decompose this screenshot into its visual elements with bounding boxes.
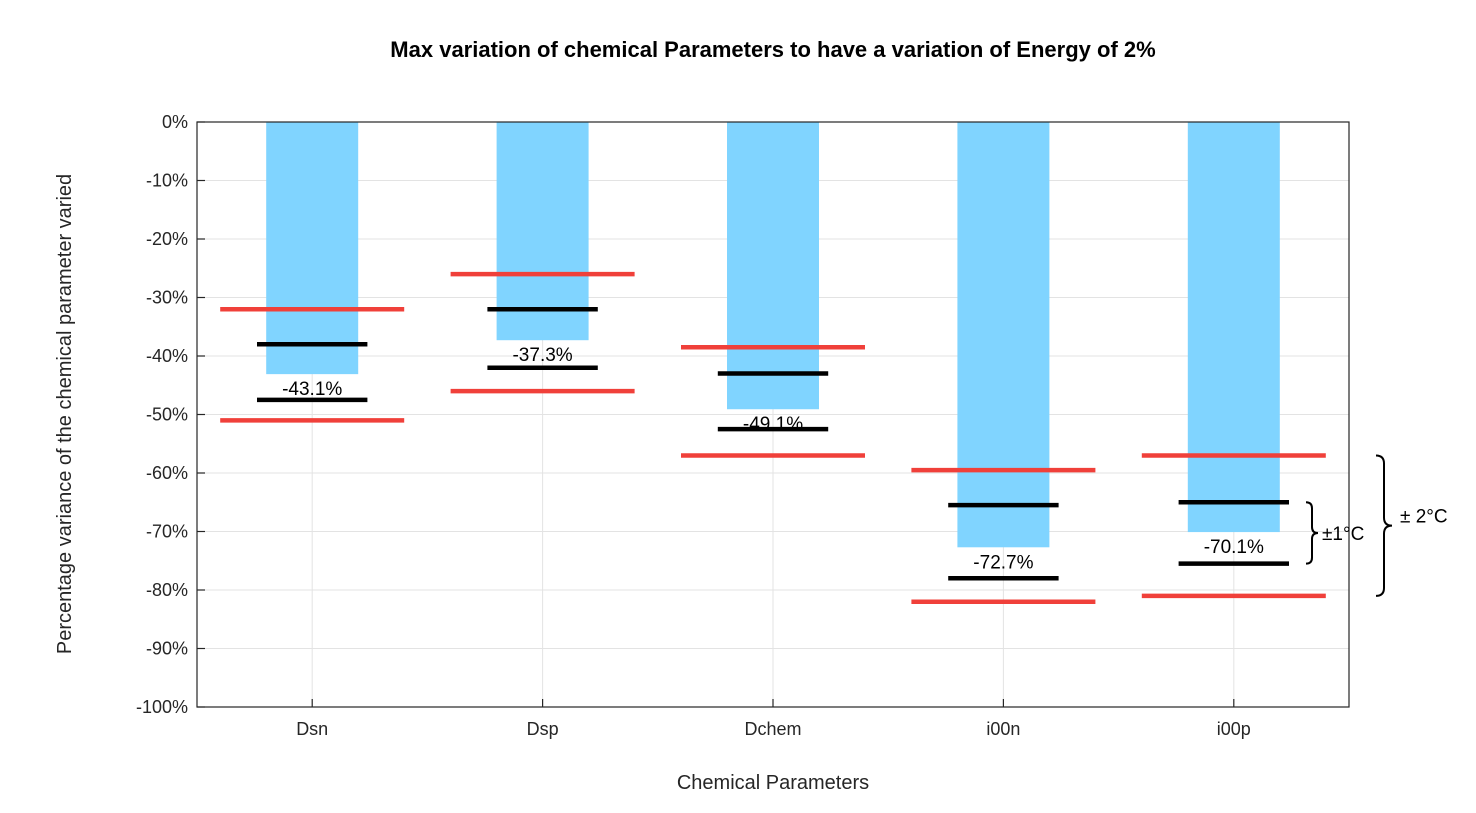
y-tick-label: -50% [146, 405, 188, 425]
bars [266, 122, 1280, 548]
axes: 0% -10% -20% -30% -40% -50% -60% -70% -80% -90% -1… [136, 112, 1350, 739]
chart-title: Max variation of chemical Parameters to … [390, 37, 1155, 62]
bar-dchem [727, 122, 819, 410]
bar-dsn [266, 122, 359, 375]
bar-i00n [957, 122, 1050, 548]
x-tick-label: Dchem [744, 719, 801, 739]
x-tick-label: Dsp [527, 719, 559, 739]
x-tick-label: i00p [1217, 719, 1251, 739]
y-axis-label: Percentage variance of the chemical para… [54, 174, 76, 654]
annotation-braces: ±1°C ± 2°C [1305, 454, 1448, 597]
data-label-i00p: -70.1% [1204, 537, 1264, 558]
value-labels: -43.1% -37.3% -49.1% -72.7% -70.1% [282, 345, 1264, 573]
data-label-dchem: -49.1% [743, 414, 803, 435]
data-label-i00n: -72.7% [973, 552, 1033, 573]
y-tick-label: -10% [146, 171, 188, 191]
bracket-1c-label: ±1°C [1322, 524, 1364, 545]
bound-lines [220, 271, 1326, 604]
y-tick-label: -80% [146, 580, 188, 600]
x-tick-label: i00n [986, 719, 1020, 739]
y-tick-label: -40% [146, 346, 188, 366]
y-tick-label: -30% [146, 288, 188, 308]
y-tick-label: -70% [146, 522, 188, 542]
bar-dsp [496, 122, 589, 341]
y-tick-label: 0% [162, 112, 188, 132]
x-tick-label: Dsn [296, 719, 328, 739]
brace-2c [1375, 454, 1393, 597]
brace-1c [1305, 501, 1319, 565]
y-tick-label: -100% [136, 697, 188, 717]
bracket-2c-label: ± 2°C [1400, 507, 1448, 528]
y-tick-label: -20% [146, 229, 188, 249]
x-axis-label: Chemical Parameters [677, 772, 869, 794]
bar-i00p [1187, 122, 1280, 533]
y-tick-label: -60% [146, 463, 188, 483]
data-label-dsn: -43.1% [282, 379, 342, 400]
data-label-dsp: -37.3% [512, 345, 572, 366]
y-tick-label: -90% [146, 639, 188, 659]
